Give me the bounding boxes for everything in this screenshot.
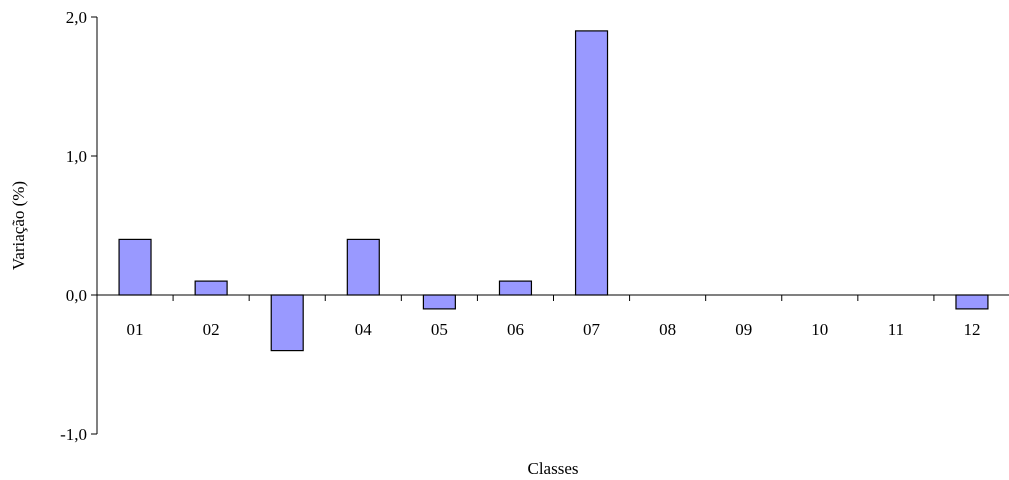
x-tick-label: 02 bbox=[203, 320, 220, 339]
plot-area: -1,00,01,02,0 010203040506070809101112 bbox=[60, 8, 1009, 444]
y-tick-label: 1,0 bbox=[66, 147, 87, 166]
x-tick-label: 11 bbox=[888, 320, 904, 339]
bar-06 bbox=[498, 280, 533, 296]
x-tick-label: 04 bbox=[355, 320, 373, 339]
x-tick-label: 12 bbox=[963, 320, 980, 339]
bars bbox=[118, 30, 989, 352]
x-tick-label: 10 bbox=[811, 320, 828, 339]
bar-03 bbox=[270, 294, 304, 352]
y-axis-title: Variação (%) bbox=[9, 181, 28, 270]
x-ticks: 010203040506070809101112 bbox=[96, 295, 980, 339]
x-tick-label: 07 bbox=[583, 320, 601, 339]
y-ticks: -1,0 0,0 1,0 2,0 bbox=[60, 8, 97, 444]
bar-04 bbox=[346, 238, 380, 296]
y-tick-label: 0,0 bbox=[66, 286, 87, 305]
bar-01 bbox=[118, 238, 152, 296]
bar-07 bbox=[574, 30, 609, 296]
x-tick-label: 08 bbox=[659, 320, 676, 339]
y-tick-label: -1,0 bbox=[60, 425, 87, 444]
bar-12 bbox=[955, 294, 989, 310]
x-axis-title: Classes bbox=[528, 459, 579, 478]
bar-05 bbox=[422, 294, 456, 310]
y-tick-label: 2,0 bbox=[66, 8, 87, 27]
bar-02 bbox=[194, 280, 228, 296]
x-tick-label: 09 bbox=[735, 320, 752, 339]
x-tick-label: 01 bbox=[127, 320, 144, 339]
x-tick-label: 05 bbox=[431, 320, 448, 339]
x-tick-label: 06 bbox=[507, 320, 524, 339]
